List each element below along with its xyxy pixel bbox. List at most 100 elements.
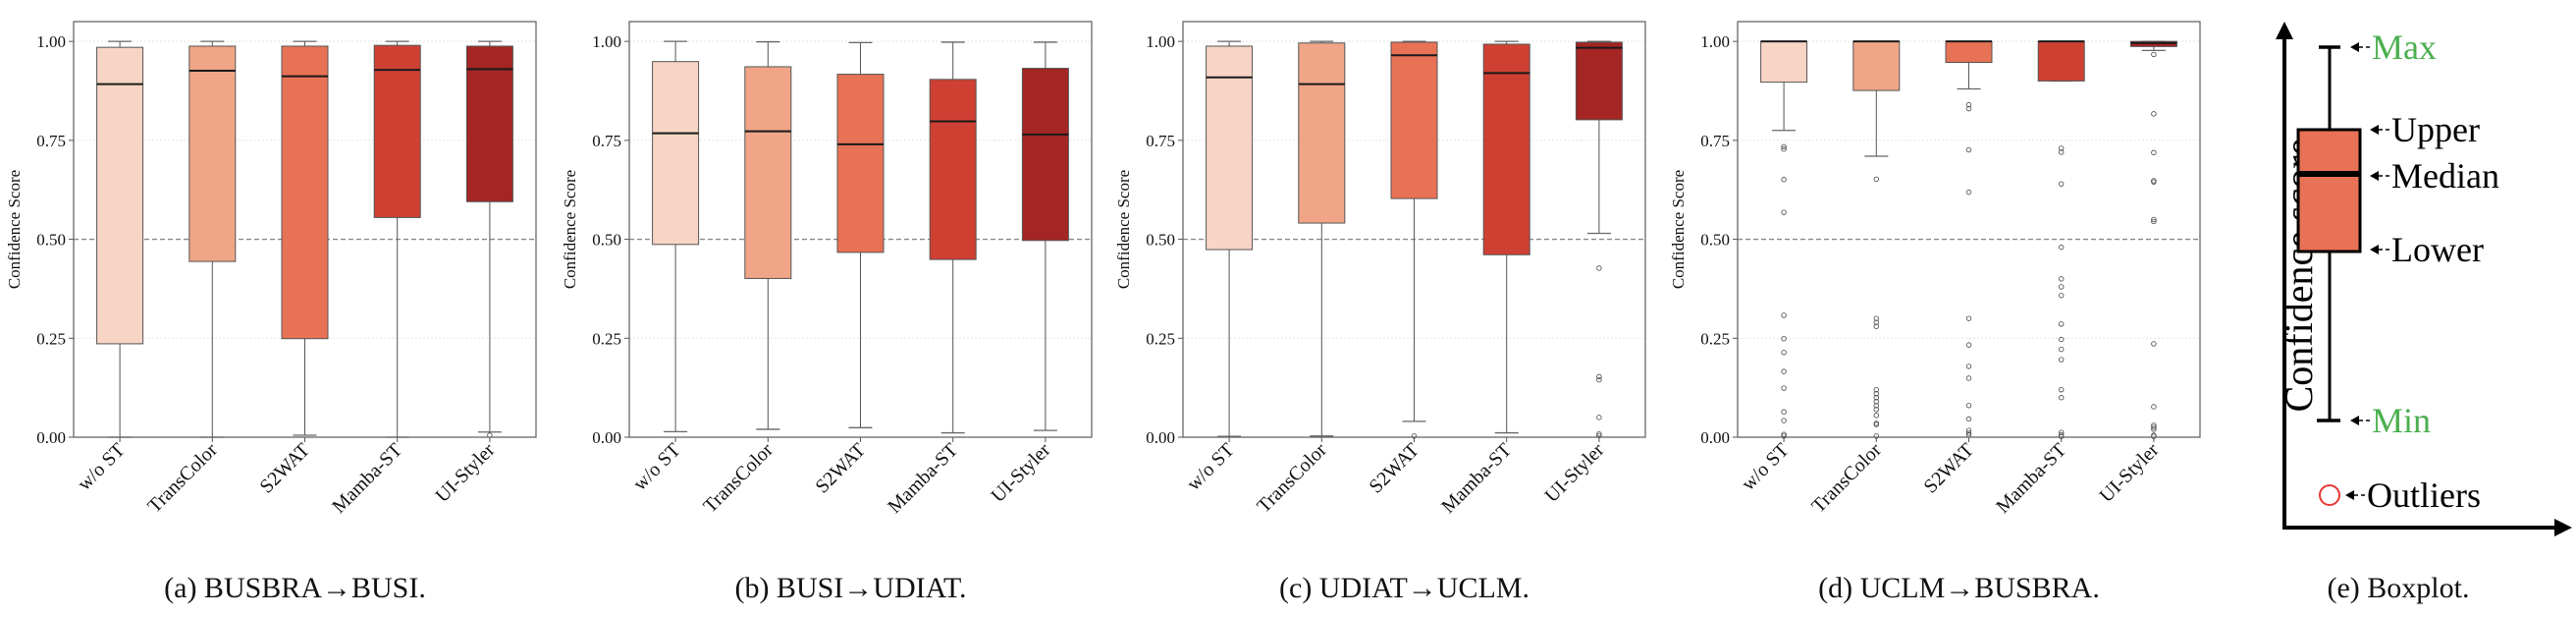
outlier-point bbox=[2151, 404, 2157, 410]
pointer-arrow-icon bbox=[2350, 42, 2359, 52]
pointer-arrow-icon bbox=[2370, 125, 2379, 135]
panel-caption: (a) BUSBRA→BUSI. bbox=[164, 572, 426, 604]
legend-box bbox=[2296, 128, 2362, 253]
outlier-point bbox=[2058, 293, 2065, 299]
outlier-point bbox=[2058, 149, 2065, 155]
outlier-point bbox=[1781, 177, 1787, 183]
y-axis-label: Confidence Score bbox=[561, 170, 579, 289]
outlier-point bbox=[1873, 413, 1879, 419]
outlier-point bbox=[1596, 265, 1602, 271]
chart-panel-a: 0.00 0.25 0.50 0.75 1.00 Confidence Score w/o … bbox=[5, 21, 537, 604]
y-tick-label: 0.50 bbox=[36, 231, 66, 250]
outlier-point bbox=[2058, 284, 2065, 290]
outlier-point bbox=[2058, 357, 2065, 363]
x-tick-label: Mamba-ST bbox=[1437, 439, 1516, 518]
iqr-box bbox=[188, 45, 237, 262]
y-tick-label: 0.00 bbox=[1700, 428, 1730, 447]
y-tick-label: 0.50 bbox=[1700, 231, 1730, 250]
panel-caption: (d) UCLM→BUSBRA. bbox=[1818, 572, 2100, 604]
y-tick-label: 0.25 bbox=[36, 329, 66, 348]
outlier-point bbox=[1781, 335, 1787, 342]
outlier-point bbox=[1781, 368, 1787, 374]
y-tick-label: 0.25 bbox=[592, 329, 621, 348]
panel-caption: (c) UDIAT→UCLM. bbox=[1279, 572, 1530, 604]
outlier-point bbox=[2058, 386, 2065, 393]
y-tick-label: 0.00 bbox=[1146, 428, 1175, 447]
outlier-point bbox=[1873, 403, 1879, 409]
iqr-box bbox=[1760, 40, 1808, 84]
outlier-point bbox=[1965, 364, 1972, 369]
box-mamba-st bbox=[1482, 40, 1530, 434]
iqr-box bbox=[836, 74, 885, 253]
outlier-point bbox=[1965, 430, 1972, 436]
outlier-point bbox=[1965, 315, 1972, 321]
outlier-point bbox=[2151, 426, 2157, 432]
box-ui-styler bbox=[2129, 40, 2177, 439]
outlier-point bbox=[2151, 51, 2157, 58]
panel-caption: (b) BUSI→UDIAT. bbox=[734, 572, 966, 604]
y-tick-label: 0.50 bbox=[1146, 231, 1175, 250]
x-tick-label: TransColor bbox=[699, 439, 778, 518]
panel-caption: (e) Boxplot. bbox=[2328, 572, 2470, 604]
iqr-box bbox=[1021, 68, 1069, 242]
box-w-o-st bbox=[1206, 40, 1254, 437]
outlier-point bbox=[1781, 418, 1787, 423]
iqr-box bbox=[929, 79, 977, 260]
outlier-point bbox=[2151, 111, 2157, 117]
box-transcolor bbox=[744, 40, 792, 430]
box-transcolor bbox=[188, 40, 237, 438]
box-s2wat bbox=[1945, 40, 1993, 438]
box-ui-styler bbox=[1021, 41, 1069, 431]
x-tick-label: TransColor bbox=[1253, 439, 1331, 518]
iqr-box bbox=[96, 46, 144, 345]
boxplot-legend-panel: Confidence scoreMaxUpperMedianLowerMinOu… bbox=[2276, 22, 2572, 604]
y-tick-label: 0.75 bbox=[1146, 132, 1175, 150]
outlier-point bbox=[2058, 181, 2065, 187]
outlier-point bbox=[1781, 146, 1787, 152]
outlier-point bbox=[2151, 179, 2157, 185]
pointer-arrow-icon bbox=[2350, 416, 2359, 425]
outlier-point bbox=[2058, 336, 2065, 343]
x-tick-label: UI-Styler bbox=[2095, 439, 2163, 507]
arrow-head-right-icon bbox=[2554, 519, 2572, 536]
x-tick-label: w/o ST bbox=[629, 439, 685, 495]
iqr-box bbox=[2129, 40, 2177, 47]
x-tick-label: S2WAT bbox=[1365, 439, 1423, 498]
x-tick-label: w/o ST bbox=[74, 439, 130, 495]
outlier-point bbox=[1873, 399, 1879, 405]
iqr-box bbox=[1575, 41, 1623, 121]
outlier-point bbox=[1596, 376, 1602, 383]
iqr-box bbox=[373, 44, 421, 218]
chart-panel-b: 0.00 0.25 0.50 0.75 1.00 Confidence Score w/o … bbox=[561, 21, 1093, 604]
iqr-box bbox=[465, 45, 513, 202]
outlier-point bbox=[1781, 385, 1787, 391]
y-tick-label: 1.00 bbox=[36, 32, 66, 51]
plot-frame bbox=[628, 21, 1093, 438]
outlier-point bbox=[2058, 276, 2065, 282]
outlier-point bbox=[2151, 216, 2157, 223]
x-tick-label: TransColor bbox=[143, 439, 222, 518]
plot-frame bbox=[1182, 21, 1646, 438]
y-tick-label: 0.00 bbox=[592, 428, 621, 447]
y-axis-label: Confidence Score bbox=[1669, 170, 1688, 289]
box-s2wat bbox=[1390, 40, 1438, 439]
outlier-point bbox=[1873, 315, 1879, 321]
outlier-point bbox=[2058, 244, 2065, 251]
outlier-point bbox=[1596, 415, 1602, 421]
outlier-point bbox=[2058, 321, 2065, 327]
outlier-point bbox=[1873, 421, 1879, 427]
chart-panel-c: 0.00 0.25 0.50 0.75 1.00 Confidence Score w/o … bbox=[1114, 21, 1646, 604]
x-tick-label: Mamba-ST bbox=[328, 439, 406, 518]
y-tick-label: 0.75 bbox=[36, 132, 66, 150]
outlier-point bbox=[1781, 143, 1787, 150]
pointer-arrow-icon bbox=[2345, 490, 2354, 500]
x-tick-label: Mamba-ST bbox=[1992, 439, 2070, 518]
outlier-point bbox=[1873, 390, 1879, 397]
box-mamba-st bbox=[2037, 40, 2085, 439]
outlier-point bbox=[1873, 323, 1879, 329]
box-w-o-st bbox=[96, 40, 144, 438]
outlier-point bbox=[2058, 145, 2065, 151]
outlier-point bbox=[1965, 105, 1972, 112]
iqr-box bbox=[281, 45, 329, 340]
